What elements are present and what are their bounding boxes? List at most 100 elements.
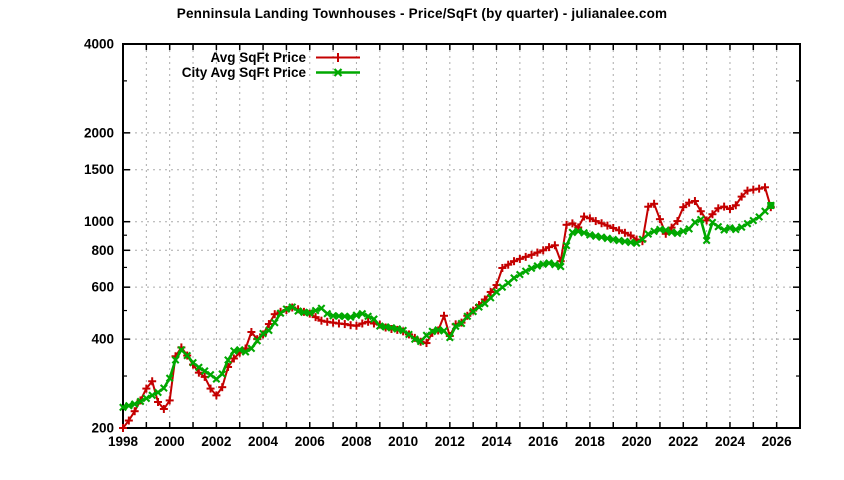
x-tick-label: 2000 <box>155 434 185 449</box>
marker-cross <box>702 236 711 245</box>
marker-cross <box>340 312 349 321</box>
marker-cross <box>305 308 314 317</box>
x-tick-label: 2012 <box>435 434 465 449</box>
marker-cross <box>276 309 285 318</box>
x-tick-label: 2024 <box>715 434 746 449</box>
marker-cross <box>755 212 764 221</box>
marker-cross <box>667 228 676 237</box>
marker-cross <box>124 401 133 410</box>
chart-legend: Avg SqFt Price City Avg SqFt Price <box>128 50 361 80</box>
marker-cross <box>591 232 600 241</box>
marker-cross <box>708 218 717 227</box>
marker-cross <box>620 237 629 246</box>
marker-cross <box>422 331 431 340</box>
marker-cross <box>410 335 419 344</box>
marker-cross <box>638 235 647 244</box>
marker-cross <box>119 403 127 412</box>
marker-cross <box>539 260 548 269</box>
marker-cross <box>521 267 530 276</box>
marker-cross <box>475 303 483 311</box>
marker-cross <box>375 322 384 331</box>
legend-label-avg-sqft-price: Avg SqFt Price <box>210 50 306 65</box>
marker-cross <box>440 326 448 335</box>
x-tick-label: 2020 <box>622 434 652 449</box>
marker-cross <box>527 264 536 273</box>
marker-cross <box>714 222 723 231</box>
marker-cross <box>568 228 577 237</box>
marker-cross <box>136 397 145 406</box>
marker-cross <box>370 315 378 323</box>
marker-cross <box>720 225 729 234</box>
marker-cross <box>259 329 268 338</box>
marker-cross <box>615 236 624 245</box>
marker-cross <box>294 307 303 316</box>
x-tick-label: 2002 <box>201 434 231 449</box>
marker-cross <box>142 394 151 403</box>
x-tick-label: 2026 <box>762 434 793 449</box>
marker-cross <box>574 227 583 236</box>
marker-cross <box>323 309 332 318</box>
marker-cross <box>510 273 518 282</box>
marker-cross <box>673 229 682 238</box>
marker-cross <box>212 375 221 383</box>
x-tick-label: 2016 <box>528 434 559 449</box>
y-tick-label: 2000 <box>84 125 114 140</box>
marker-cross <box>655 225 664 234</box>
series-end-square <box>767 201 775 209</box>
marker-cross <box>556 262 565 271</box>
y-tick-label: 4000 <box>84 37 114 52</box>
marker-cross <box>486 293 495 302</box>
marker-cross <box>241 348 250 356</box>
marker-cross <box>224 356 232 364</box>
y-tick-label: 1500 <box>84 162 114 177</box>
marker-cross <box>498 283 507 292</box>
marker-cross <box>585 230 594 239</box>
marker-cross <box>580 228 589 237</box>
marker-cross <box>229 346 238 355</box>
marker-cross <box>311 306 320 315</box>
marker-cross <box>445 333 454 342</box>
marker-cross <box>428 327 437 336</box>
marker-cross <box>650 227 659 236</box>
x-tick-label: 2004 <box>248 434 279 449</box>
marker-cross <box>270 318 279 327</box>
marker-cross <box>761 207 769 216</box>
marker-cross <box>731 225 740 234</box>
marker-cross <box>282 305 291 313</box>
marker-cross <box>253 336 262 345</box>
marker-cross <box>416 337 425 346</box>
marker-cross <box>393 325 402 333</box>
series-line-0 <box>122 186 772 429</box>
marker-cross <box>679 227 688 236</box>
marker-cross <box>387 323 396 332</box>
x-tick-label: 2006 <box>295 434 326 449</box>
marker-cross <box>597 233 606 242</box>
marker-cross <box>399 326 408 335</box>
marker-cross <box>148 391 157 400</box>
marker-cross <box>247 344 256 353</box>
marker-cross <box>206 370 215 379</box>
marker-cross <box>381 322 390 331</box>
marker-cross <box>352 311 361 320</box>
marker-cross <box>480 299 489 308</box>
chart-title: Penninsula Landing Townhouses - Price/Sq… <box>176 6 668 21</box>
marker-cross <box>130 400 139 409</box>
x-tick-label: 2008 <box>341 434 372 449</box>
marker-cross <box>194 363 203 372</box>
marker-cross <box>288 303 297 311</box>
marker-cross <box>405 330 413 339</box>
marker-cross <box>177 345 186 354</box>
x-tick-label: 2010 <box>388 434 418 449</box>
marker-cross <box>545 259 553 268</box>
marker-cross <box>189 358 197 367</box>
marker-cross <box>358 309 367 318</box>
marker-cross <box>504 279 513 287</box>
marker-cross <box>346 313 355 322</box>
marker-cross <box>696 215 705 224</box>
marker-cross <box>515 270 524 279</box>
marker-cross <box>685 225 694 233</box>
y-tick-label: 1000 <box>84 214 114 229</box>
marker-cross <box>533 262 542 270</box>
marker-cross <box>609 235 618 244</box>
